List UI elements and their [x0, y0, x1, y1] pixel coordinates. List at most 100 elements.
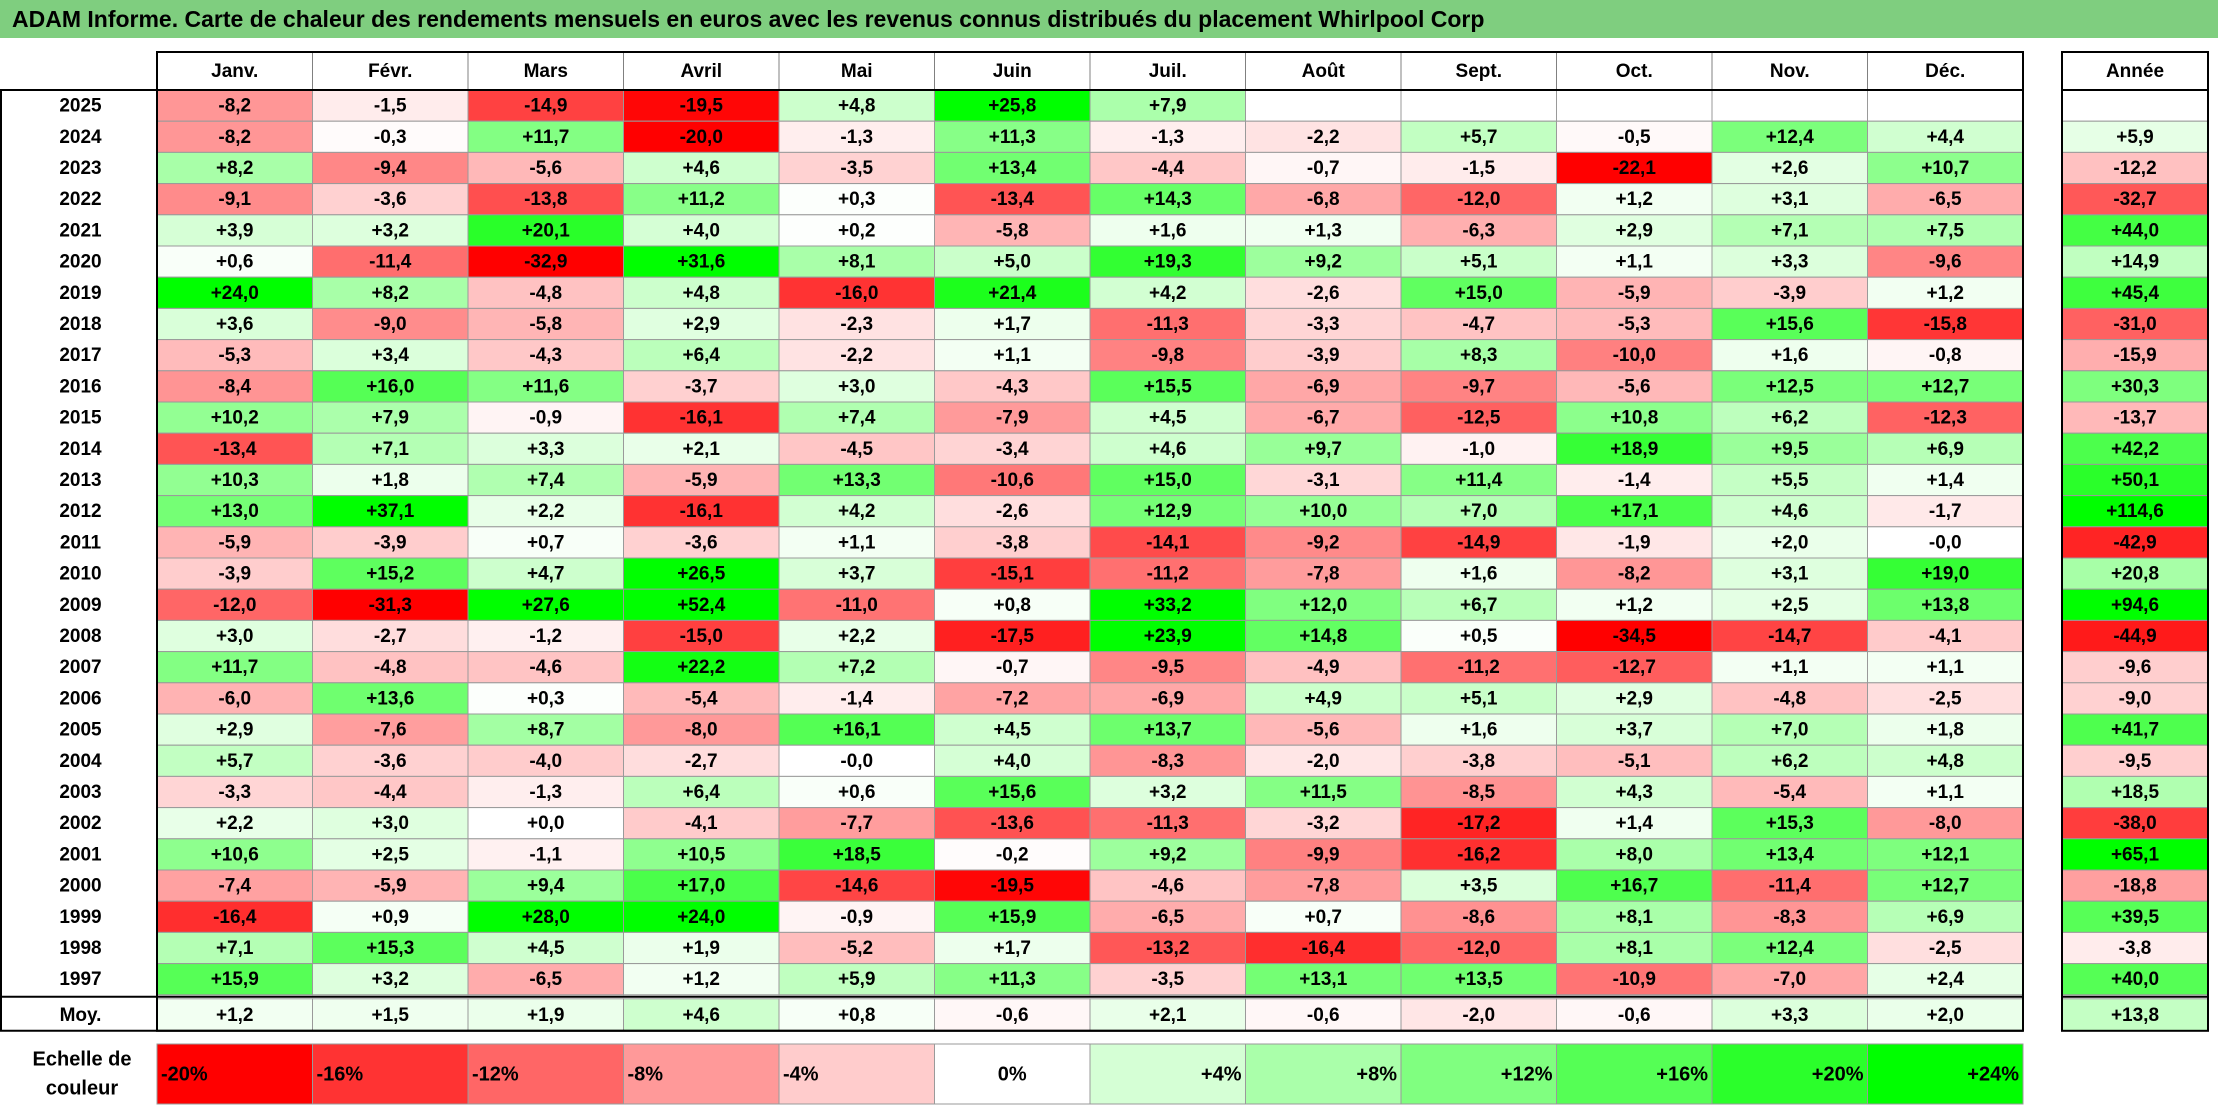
heatmap-cell	[467, 744, 624, 777]
cell-value: +18,5	[833, 844, 882, 865]
cell-value: -13,6	[991, 813, 1034, 834]
heatmap-cell	[1089, 214, 1246, 247]
cell-value: +19,0	[1921, 564, 1969, 585]
heatmap-cell	[1089, 651, 1246, 684]
cell-value: -4,8	[1773, 688, 1806, 709]
cell-value: -3,9	[1773, 283, 1806, 304]
cell-value: +6,2	[1771, 408, 1809, 429]
cell-value: +3,0	[216, 626, 254, 647]
cell-value: +1,1	[1615, 252, 1653, 273]
average-cell	[1089, 998, 1246, 1032]
scale-step-label: -12%	[472, 1063, 519, 1085]
cell-value: +4,6	[1771, 501, 1809, 522]
heatmap-cell	[1867, 214, 2024, 247]
heatmap-cell	[1711, 495, 1868, 528]
cell-value: +1,8	[371, 470, 409, 491]
cell-value: -3,9	[374, 532, 407, 553]
cell-value: -7,2	[996, 688, 1029, 709]
average-cell	[1245, 998, 1402, 1032]
average-value: +2,1	[1149, 1005, 1187, 1026]
scale-swatch	[1867, 1043, 2024, 1105]
heatmap-cell	[1089, 183, 1246, 216]
year-label: 2008	[59, 626, 101, 647]
cell-value: +4,2	[838, 501, 876, 522]
cell-value: +9,2	[1149, 844, 1187, 865]
cell-value: -3,6	[374, 189, 407, 210]
year-label: 2006	[59, 688, 101, 709]
annual-cell	[2061, 214, 2209, 247]
heatmap-cell	[1245, 869, 1402, 902]
cell-value: +3,2	[1149, 782, 1187, 803]
heatmap-cell	[1245, 931, 1402, 965]
cell-value: +19,3	[1144, 252, 1192, 273]
cell-value: +3,0	[371, 813, 409, 834]
average-annual-value: +13,8	[2111, 1005, 2159, 1026]
cell-value: +8,2	[371, 283, 409, 304]
heatmap-cell	[934, 183, 1091, 216]
cell-value: -12,0	[213, 595, 256, 616]
cell-value: +1,4	[1926, 470, 1964, 491]
heatmap-cell	[156, 651, 313, 684]
cell-value: +2,2	[216, 813, 254, 834]
annual-value: +42,2	[2111, 439, 2159, 460]
heatmap-cell	[312, 713, 469, 746]
heatmap-cell	[1089, 370, 1246, 403]
cell-value: -3,2	[1307, 813, 1340, 834]
heatmap-cell	[312, 557, 469, 590]
cell-value: +0,3	[527, 688, 565, 709]
heatmap-cell	[1711, 120, 1868, 153]
cell-value: -5,3	[1618, 314, 1651, 335]
cell-value: +7,0	[1771, 720, 1809, 741]
heatmap-cell	[1556, 807, 1713, 840]
heatmap-cell	[778, 682, 935, 715]
scale-step-label: -8%	[628, 1063, 664, 1085]
cell-value: -3,8	[996, 532, 1029, 553]
cell-value: +15,2	[366, 564, 414, 585]
heatmap-cell	[1711, 931, 1868, 965]
heatmap-cell	[1400, 432, 1557, 465]
year-label: 2025	[59, 96, 102, 117]
heatmap-cell	[1089, 963, 1246, 996]
cell-value: +3,7	[1615, 720, 1653, 741]
cell-value: +13,6	[366, 688, 414, 709]
heatmap-cell	[156, 807, 313, 840]
cell-value: -4,3	[529, 345, 562, 366]
heatmap-cell	[623, 744, 780, 777]
cell-value: -8,2	[1618, 564, 1651, 585]
cell-value: +7,1	[371, 439, 409, 460]
heatmap-cell	[1867, 151, 2024, 185]
heatmap-cell	[467, 120, 624, 153]
cell-value: -3,3	[218, 782, 251, 803]
cell-value: +37,1	[366, 501, 415, 522]
cell-value: -14,6	[835, 876, 878, 897]
cell-value: -11,0	[836, 595, 878, 616]
annual-value: +14,9	[2111, 252, 2159, 273]
heatmap-cell	[778, 526, 935, 559]
cell-value: -5,9	[1618, 283, 1651, 304]
cell-value: -8,4	[218, 376, 251, 397]
cell-value: +7,4	[527, 470, 565, 491]
annual-cell	[2061, 931, 2209, 965]
annual-value: -18,8	[2113, 876, 2156, 897]
cell-value: +4,3	[1615, 782, 1653, 803]
cell-value: -13,4	[991, 189, 1035, 210]
month-header-cell	[934, 51, 1091, 91]
cell-value: -2,2	[840, 345, 873, 366]
heatmap-cell	[778, 900, 935, 933]
annual-value: +30,3	[2111, 376, 2159, 397]
heatmap-cell	[1556, 89, 1713, 122]
cell-value: -2,2	[1307, 127, 1340, 148]
heatmap-cell	[312, 339, 469, 372]
heatmap-cell	[467, 463, 624, 497]
cell-value: +5,1	[1460, 252, 1498, 273]
cell-value: +1,1	[1926, 657, 1964, 678]
heatmap-cell	[934, 651, 1091, 684]
heatmap-cell	[778, 432, 935, 465]
annual-value: +40,0	[2111, 969, 2159, 990]
month-header: Avril	[680, 61, 722, 82]
cell-value: -9,4	[374, 158, 407, 179]
cell-value: +15,6	[988, 782, 1036, 803]
heatmap-cell	[1245, 370, 1402, 403]
year-label: 2022	[59, 189, 101, 210]
year-label: 2004	[59, 751, 102, 772]
